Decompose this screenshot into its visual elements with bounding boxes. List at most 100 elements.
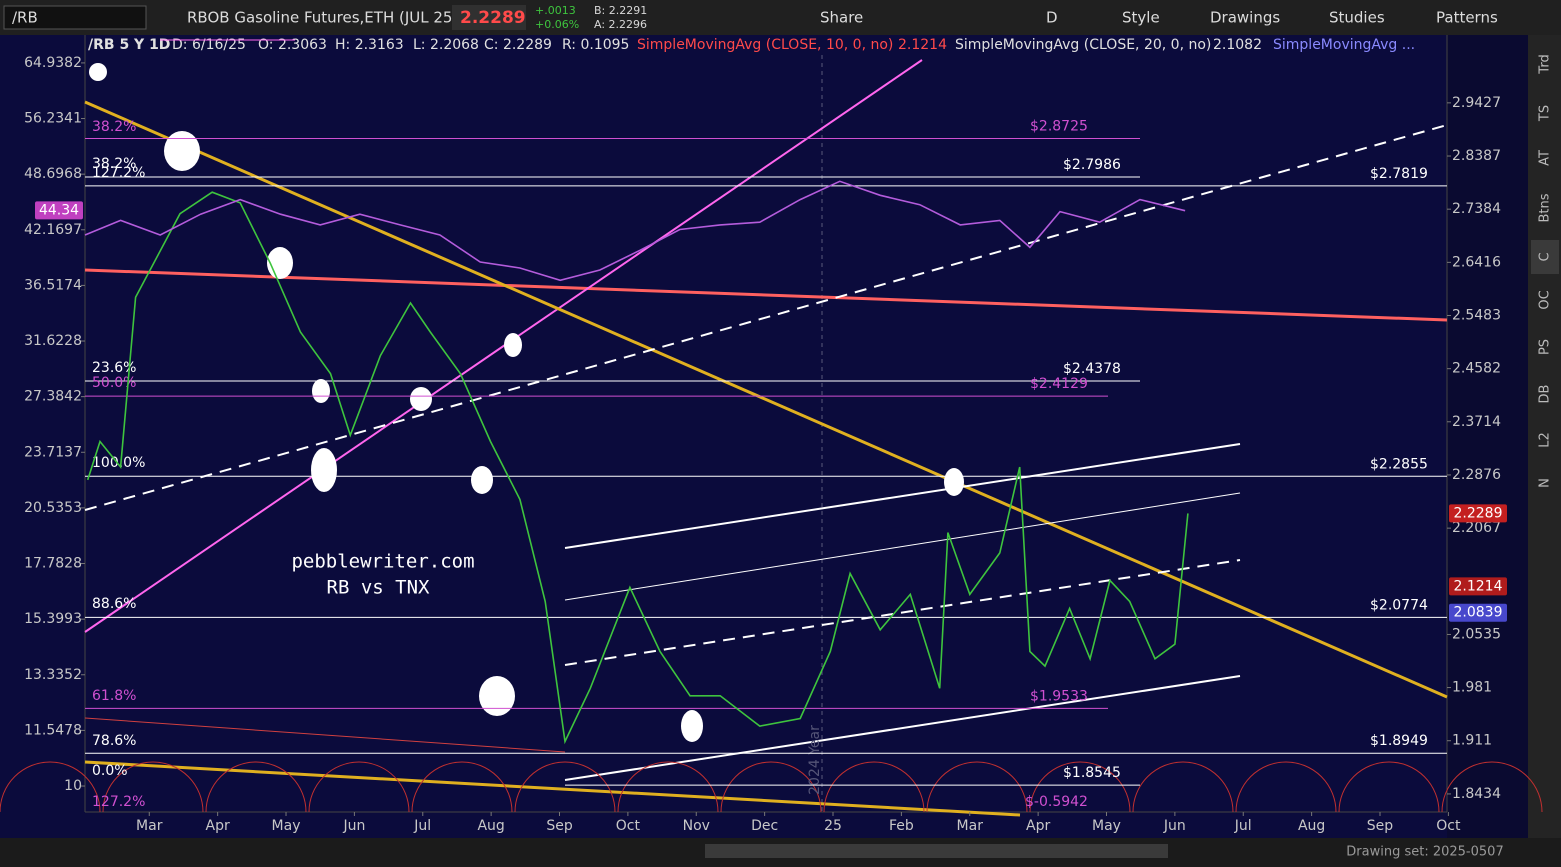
scroll-thumb[interactable]	[705, 844, 1168, 858]
channel-line	[564, 443, 1241, 549]
sidebar-tab[interactable]: TS	[1538, 105, 1553, 122]
sidebar-tab[interactable]: Btns	[1538, 193, 1553, 222]
fib-label: 0.0%	[92, 763, 128, 779]
toolbar-button[interactable]: D	[1046, 9, 1058, 27]
sidebar-tab[interactable]: DB	[1538, 385, 1553, 404]
sidebar-tab[interactable]: AT	[1538, 150, 1553, 166]
sidebar-tab[interactable]: OC	[1538, 290, 1553, 309]
toolbar-button[interactable]: Studies	[1329, 9, 1385, 27]
trendline	[84, 59, 923, 633]
y2-tick-label: 56.2341	[24, 111, 82, 127]
y-tick-label: 2.4582	[1452, 361, 1501, 377]
y2-tick-label: 17.7828	[24, 556, 82, 572]
price-badge	[1449, 603, 1507, 622]
header-item: /RB 5 Y 1D	[88, 37, 170, 53]
y2-badge-label: 44.34	[39, 202, 79, 218]
sidebar-tab[interactable]: N	[1538, 478, 1553, 488]
symbol[interactable]: /RB	[12, 9, 38, 27]
price-badge-label: 2.0839	[1454, 605, 1503, 621]
toolbar-button[interactable]: Share	[820, 9, 863, 27]
y2-tick-label: 23.7137	[24, 444, 82, 460]
fib-label: 50.0%	[92, 375, 136, 391]
marker	[410, 387, 432, 411]
y-tick-label: 2.5483	[1452, 307, 1501, 323]
y2-tick-label: 27.3842	[24, 389, 82, 405]
fib-label: 38.2%	[92, 119, 136, 135]
series-line	[86, 191, 1189, 745]
y-tick-label: 2.2067	[1452, 520, 1501, 536]
header-item: O: 2.3063	[258, 37, 327, 53]
last-price: 2.2289	[460, 8, 526, 28]
y-tick-label: 2.6416	[1452, 254, 1501, 270]
y2-tick-label: 15.3993	[24, 611, 82, 627]
fib-label: 88.6%	[92, 596, 136, 612]
x-tick-label: Aug	[477, 818, 504, 834]
sidebar-tab[interactable]: Trd	[1538, 54, 1553, 74]
x-tick-label: Sep	[546, 818, 573, 834]
cycle-arc	[1338, 761, 1440, 813]
marker	[164, 131, 200, 171]
cycle-arc	[308, 761, 410, 813]
trendline	[84, 100, 1448, 699]
info-icon[interactable]	[89, 63, 107, 81]
change-pct: +0.06%	[535, 18, 579, 31]
x-tick-label: Mar	[957, 818, 984, 834]
price-badge	[1449, 577, 1507, 596]
fib-label: 100.0%	[92, 455, 145, 471]
sidebar: Trd TS AT Btns C OC PS DB L2 N	[1531, 54, 1559, 488]
toolbar-button[interactable]: Style	[1122, 9, 1160, 27]
cycle-arc	[205, 761, 307, 813]
channel-line	[564, 492, 1241, 601]
x-tick-label: Jun	[1163, 818, 1186, 834]
x-tick-label: May	[272, 818, 301, 834]
toolbar-button[interactable]: Patterns	[1436, 9, 1498, 27]
bid: B: 2.2291	[594, 4, 647, 17]
y2-tick-label: 48.6968	[24, 166, 82, 182]
cycle-arc	[617, 761, 719, 813]
y2-tick-label: 36.5174	[24, 277, 82, 293]
price-badge-label: 2.2289	[1454, 505, 1503, 521]
trendline	[84, 760, 1021, 817]
x-tick-label: Aug	[1298, 818, 1325, 834]
fib-label: 61.8%	[92, 688, 136, 704]
cycle-arc	[1132, 761, 1234, 813]
year-label: 2024 Year	[807, 725, 823, 795]
header-item: C: 2.2289	[484, 37, 552, 53]
y-tick-label: 2.2876	[1452, 467, 1501, 483]
x-tick-label: Jul	[413, 818, 431, 834]
y-tick-label: 2.7384	[1452, 201, 1501, 217]
trendline	[84, 268, 1448, 322]
level-label: $2.2855	[1370, 456, 1428, 472]
level-label: $1.9533	[1030, 688, 1088, 704]
channel-line	[564, 559, 1241, 666]
symbol-box[interactable]	[3, 5, 147, 30]
y-tick-label: 2.0535	[1452, 626, 1501, 642]
x-tick-label: Feb	[889, 818, 914, 834]
level-label: $2.8725	[1030, 119, 1088, 135]
y2-tick-label: 13.3352	[24, 667, 82, 683]
header-item: SimpleMovingAvg (CLOSE, 10, 0, no)	[637, 37, 893, 53]
sidebar-active	[1531, 240, 1559, 274]
fib-label: 38.2%	[92, 156, 136, 172]
level-label: $-0.5942	[1025, 794, 1088, 810]
marker	[504, 333, 522, 357]
x-tick-label: Oct	[616, 818, 641, 834]
x-tick-label: Mar	[136, 818, 163, 834]
cycle-arc	[0, 761, 101, 813]
toolbar-button[interactable]: Drawings	[1210, 9, 1280, 27]
x-tick-label: Dec	[751, 818, 778, 834]
sidebar-tab[interactable]: L2	[1538, 432, 1553, 448]
y2-tick-label: 64.9382	[24, 55, 82, 71]
sidebar-tab[interactable]: PS	[1538, 339, 1553, 355]
markers	[89, 63, 964, 742]
watermark: pebblewriter.com	[291, 551, 474, 573]
x-tick-label: Sep	[1367, 818, 1394, 834]
marker	[312, 379, 330, 403]
fib-label: 78.6%	[92, 733, 136, 749]
marker	[681, 710, 703, 742]
fib-label: 23.6%	[92, 360, 136, 376]
x-tick-label: Apr	[206, 818, 230, 834]
header-item: L: 2.2068	[413, 37, 479, 53]
sidebar-tab[interactable]: C	[1538, 252, 1553, 261]
